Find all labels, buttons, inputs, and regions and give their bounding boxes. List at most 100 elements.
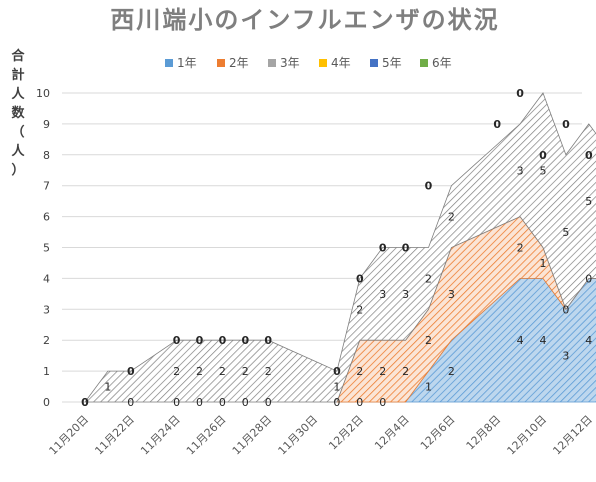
data-label: 2 <box>196 365 203 378</box>
legend-swatch <box>370 59 378 67</box>
x-tick-label: 12月10日 <box>505 413 550 458</box>
series-areas <box>84 92 596 403</box>
zero-label: 0 <box>81 396 89 409</box>
data-label: 4 <box>540 334 547 347</box>
area-3-nen <box>84 92 596 403</box>
x-tick-label: 11月30日 <box>276 413 321 458</box>
y-axis-label-char: 人 <box>11 143 25 159</box>
y-tick-label: 0 <box>43 396 50 409</box>
data-label: 4 <box>585 334 592 347</box>
legend-swatch <box>420 59 428 67</box>
zero-label: 0 <box>196 334 204 347</box>
legend-swatch <box>165 59 173 67</box>
data-label: 3 <box>448 288 455 301</box>
x-tick-label: 12月8日 <box>464 413 504 453</box>
x-tick-label: 12月4日 <box>372 413 412 453</box>
data-label: 3 <box>402 288 409 301</box>
data-label: 4 <box>517 334 524 347</box>
zero-label: 0 <box>356 396 363 409</box>
x-tick-label: 11月26日 <box>184 413 229 458</box>
zero-label: 0 <box>127 396 134 409</box>
data-label: 2 <box>425 272 432 285</box>
data-label: 1 <box>333 381 340 394</box>
data-label: 3 <box>379 288 386 301</box>
zero-label: 0 <box>82 396 89 409</box>
zero-label: 0 <box>127 365 135 378</box>
zero-label: 0 <box>242 396 249 409</box>
x-axis-ticks: 11月20日 11月22日 11月24日 11月26日 11月28日 11月30日 12月2… <box>47 413 595 458</box>
legend-entry: 5年 <box>382 56 402 70</box>
legend: 1年 2年 3年 4年 5年 6年 <box>165 56 452 70</box>
zero-label: 0 <box>516 87 524 100</box>
y-tick-label: 1 <box>43 365 50 378</box>
y-tick-label: 2 <box>43 334 50 347</box>
y-tick-label: 5 <box>43 242 50 255</box>
zero-label: 0 <box>493 118 501 131</box>
data-label: 2 <box>356 303 363 316</box>
zero-label: 0 <box>562 118 570 131</box>
data-label: 5 <box>562 226 569 239</box>
data-label: 0 <box>585 272 592 285</box>
zero-label: 0 <box>379 242 387 255</box>
zero-label: 0 <box>585 149 593 162</box>
data-label: 2 <box>517 242 524 255</box>
y-axis-label-char: 人 <box>11 86 25 102</box>
chart-title: 西川端小のインフルエンザの状況 <box>110 6 499 34</box>
zero-label: 0 <box>539 149 547 162</box>
data-label: 1 <box>425 381 432 394</box>
data-label: 3 <box>517 164 524 177</box>
y-tick-label: 8 <box>43 149 50 162</box>
y-axis-ticks: 0 1 2 3 4 5 6 7 8 9 10 <box>36 87 50 409</box>
legend-swatch <box>217 59 225 67</box>
zero-label: 0 <box>173 396 180 409</box>
data-label: 5 <box>585 195 592 208</box>
y-axis-label-char: ） <box>11 162 24 178</box>
data-label: 0 <box>562 303 569 316</box>
y-axis-label-char: 合 <box>11 48 25 64</box>
data-label: 5 <box>540 164 547 177</box>
y-tick-label: 9 <box>43 118 50 131</box>
y-axis-label-char: 計 <box>11 67 24 83</box>
data-label: 2 <box>219 365 226 378</box>
y-axis-label-char: 数 <box>11 105 25 121</box>
y-tick-label: 6 <box>43 211 50 224</box>
legend-swatch <box>268 59 276 67</box>
legend-entry: 2年 <box>229 56 249 70</box>
zero-label: 0 <box>219 334 227 347</box>
x-tick-label: 11月20日 <box>47 413 92 458</box>
zero-label: 0 <box>241 334 249 347</box>
x-tick-label: 12月12日 <box>550 413 595 458</box>
zero-label: 0 <box>264 334 272 347</box>
zero-label: 0 <box>219 396 226 409</box>
zero-label: 0 <box>425 180 433 193</box>
x-tick-label: 11月22日 <box>92 413 137 458</box>
data-label: 2 <box>242 365 249 378</box>
y-tick-label: 3 <box>43 303 50 316</box>
data-label: 1 <box>104 381 111 394</box>
zero-label: 0 <box>379 396 386 409</box>
y-axis-label-char: （ <box>11 124 24 140</box>
zero-label: 0 <box>265 396 272 409</box>
data-labels: 1244344222232100012222212332235554000000… <box>81 87 593 409</box>
data-label: 3 <box>562 350 569 363</box>
y-tick-label: 10 <box>36 87 50 100</box>
data-label: 2 <box>402 365 409 378</box>
x-tick-label: 11月24日 <box>138 413 183 458</box>
data-label: 2 <box>425 334 432 347</box>
x-tick-label: 12月6日 <box>418 413 458 453</box>
data-label: 2 <box>173 365 180 378</box>
data-label: 2 <box>265 365 272 378</box>
zero-label: 0 <box>333 365 341 378</box>
legend-swatch <box>319 59 327 67</box>
legend-entry: 3年 <box>280 56 300 70</box>
x-tick-label: 11月28日 <box>230 413 275 458</box>
legend-entry: 4年 <box>331 56 351 70</box>
legend-entry: 6年 <box>432 56 452 70</box>
zero-label: 0 <box>333 396 340 409</box>
x-tick-label: 12月2日 <box>326 413 366 453</box>
zero-label: 0 <box>356 272 364 285</box>
zero-label: 0 <box>402 242 410 255</box>
zero-label: 0 <box>196 396 203 409</box>
